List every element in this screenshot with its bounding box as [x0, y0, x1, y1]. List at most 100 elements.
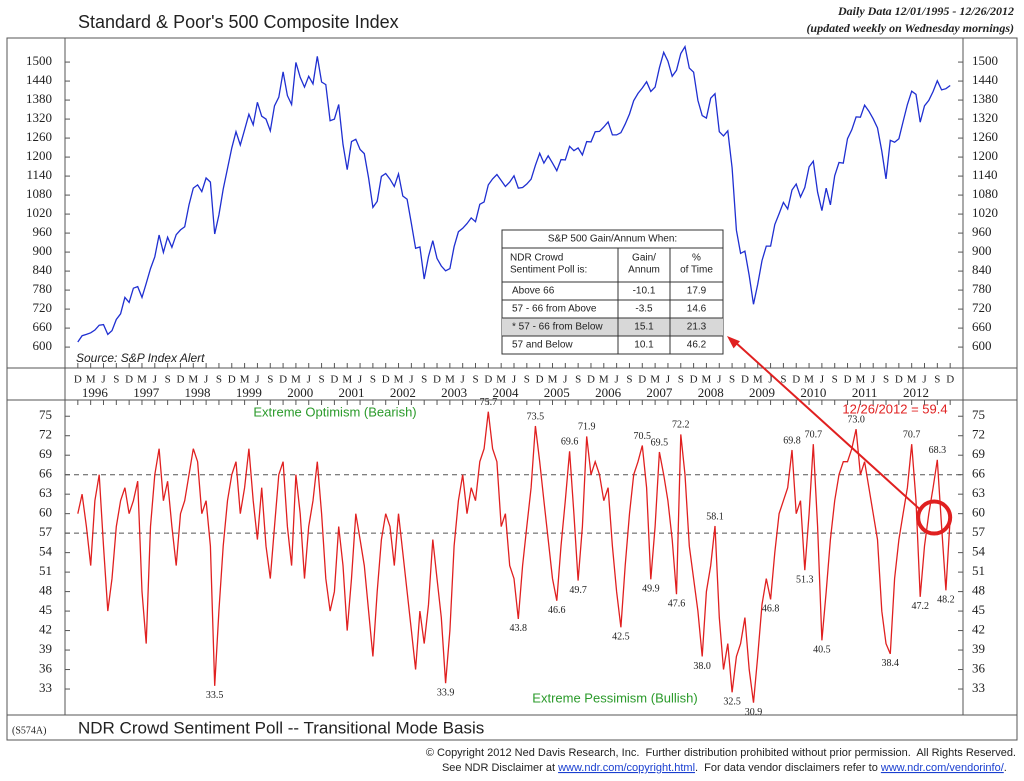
table-title: S&P 500 Gain/Annum When:: [548, 234, 677, 245]
data-label: 72.2: [672, 420, 690, 431]
x-tick-label: M: [445, 374, 455, 386]
data-label: 30.9: [745, 707, 763, 718]
table-cell: 57 - 66 from Above: [512, 304, 597, 315]
x-tick-label: M: [599, 374, 609, 386]
x-tick-label: D: [382, 374, 390, 386]
arrow-head: [727, 336, 740, 349]
data-label: 38.0: [693, 661, 711, 672]
y-tick-label: 1080: [972, 186, 998, 201]
disclaimer-text: . For data vendor disclaimers refer to: [695, 762, 881, 774]
y-tick-label: 42: [972, 622, 985, 637]
x-tick-label: M: [342, 374, 352, 386]
y-tick-label: 600: [972, 338, 992, 353]
table-cell: Above 66: [512, 286, 555, 297]
x-tick-label: M: [394, 374, 404, 386]
x-tick-label: J: [614, 374, 619, 386]
x-tick-label: S: [832, 374, 838, 386]
data-label: 38.4: [882, 658, 900, 669]
arrow-line: [734, 341, 921, 511]
year-label: 2001: [339, 385, 365, 400]
data-label: 32.5: [723, 697, 741, 708]
y-tick-label: 45: [972, 602, 985, 617]
y-tick-label: 51: [972, 563, 985, 578]
year-label: 1999: [236, 385, 262, 400]
disclaimer-text: See NDR Disclaimer at: [442, 762, 558, 774]
link[interactable]: www.ndr.com/copyright.html: [557, 762, 695, 774]
x-tick-label: S: [370, 374, 376, 386]
y-tick-label: 1320: [26, 110, 52, 125]
x-tick-label: D: [74, 374, 82, 386]
y-tick-label: 720: [33, 300, 53, 315]
year-label: 2009: [749, 385, 775, 400]
y-tick-label: 57: [39, 524, 53, 539]
row-highlight: [502, 318, 723, 336]
y-tick-label: 1380: [972, 91, 998, 106]
y-tick-label: 63: [972, 485, 985, 500]
x-tick-label: S: [934, 374, 940, 386]
x-tick-label: M: [188, 374, 198, 386]
y-tick-label: 1500: [26, 53, 52, 68]
x-tick-label: J: [307, 374, 312, 386]
data-label: 48.2: [937, 595, 955, 606]
table-cell: 46.2: [687, 340, 707, 351]
column-header: Annum: [628, 265, 660, 276]
x-tick-label: J: [255, 374, 260, 386]
year-label: 2010: [800, 385, 826, 400]
x-tick-label: D: [741, 374, 749, 386]
x-tick-label: S: [575, 374, 581, 386]
data-label: 49.9: [642, 584, 660, 595]
year-label: 2003: [441, 385, 467, 400]
x-tick-label: M: [907, 374, 917, 386]
x-tick-label: M: [804, 374, 814, 386]
data-label: 40.5: [813, 645, 831, 656]
y-tick-label: 1200: [26, 148, 52, 163]
x-tick-label: J: [717, 374, 722, 386]
y-tick-label: 1020: [26, 205, 52, 220]
x-tick-label: M: [548, 374, 558, 386]
x-tick-label: M: [855, 374, 865, 386]
data-label: 73.5: [527, 411, 545, 422]
zone-label: Extreme Pessimism (Bullish): [532, 690, 697, 705]
link[interactable]: www.ndr.com/vendorinfo/: [880, 762, 1005, 774]
y-tick-label: 1080: [26, 186, 52, 201]
data-label: 68.3: [929, 445, 947, 456]
y-tick-label: 660: [972, 319, 992, 334]
x-tick-label: J: [820, 374, 825, 386]
year-label: 2007: [646, 385, 673, 400]
x-tick-label: D: [946, 374, 954, 386]
data-label: 47.2: [911, 601, 929, 612]
data-label: 70.5: [634, 431, 652, 442]
table-cell: -3.5: [635, 304, 653, 315]
year-label: 2005: [544, 385, 570, 400]
x-tick-label: D: [330, 374, 338, 386]
y-tick-label: 63: [39, 485, 52, 500]
column-header: of Time: [680, 265, 713, 276]
year-label: 2008: [698, 385, 724, 400]
y-tick-label: 57: [972, 524, 986, 539]
y-tick-label: 33: [39, 680, 52, 695]
x-tick-label: M: [137, 374, 147, 386]
y-tick-label: 1140: [972, 167, 998, 182]
x-tick-label: S: [421, 374, 427, 386]
year-label: 2000: [287, 385, 313, 400]
x-tick-label: D: [484, 374, 492, 386]
y-tick-label: 1320: [972, 110, 998, 125]
x-tick-label: D: [895, 374, 903, 386]
y-tick-label: 45: [39, 602, 52, 617]
date-range: Daily Data 12/01/1995 - 12/26/2012: [837, 4, 1014, 18]
y-tick-label: 66: [972, 466, 986, 481]
year-label: 1997: [133, 385, 160, 400]
column-header: Gain/: [632, 253, 656, 264]
x-tick-label: S: [113, 374, 119, 386]
year-label: 2004: [492, 385, 519, 400]
x-tick-label: J: [153, 374, 158, 386]
y-tick-label: 720: [972, 300, 992, 315]
x-tick-label: S: [267, 374, 273, 386]
chart-title: NDR Crowd Sentiment Poll -- Transitional…: [78, 718, 484, 737]
y-tick-label: 66: [39, 466, 53, 481]
table-cell: 15.1: [634, 322, 654, 333]
data-label: 71.9: [578, 422, 596, 433]
table-cell: 14.6: [687, 304, 707, 315]
y-tick-label: 960: [33, 224, 53, 239]
